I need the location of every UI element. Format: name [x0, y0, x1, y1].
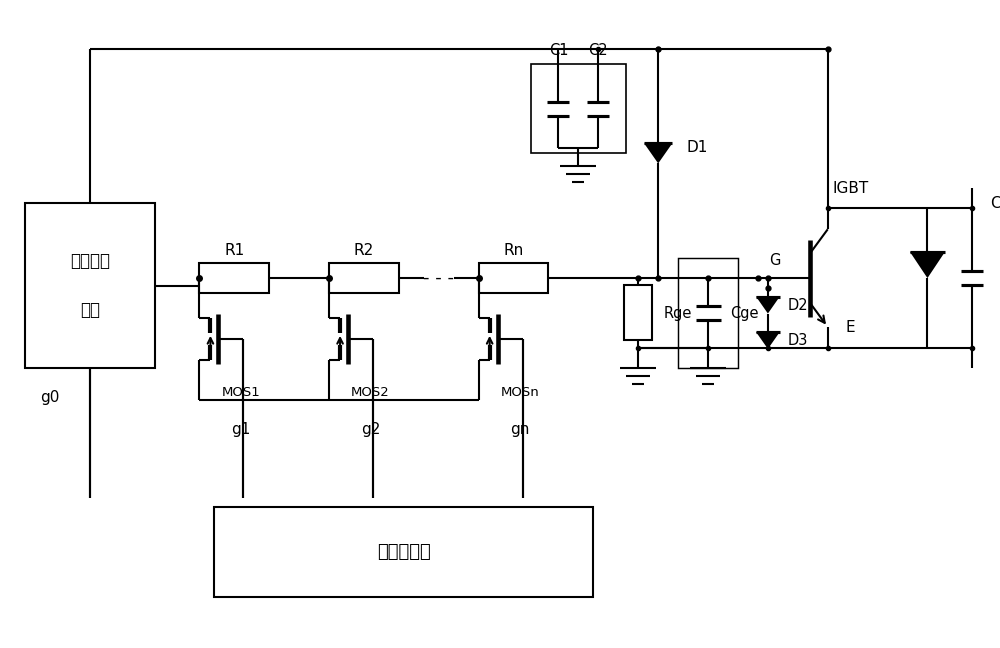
Bar: [214, 507, 593, 597]
Text: D1: D1: [686, 140, 707, 155]
Text: 电路: 电路: [80, 301, 100, 319]
Bar: [678, 258, 738, 368]
Text: Cge: Cge: [730, 305, 758, 321]
Text: MOSn: MOSn: [501, 386, 539, 399]
Bar: [25, 203, 155, 368]
Text: MOS1: MOS1: [221, 386, 260, 399]
Bar: [479, 263, 548, 293]
Text: Rge: Rge: [663, 305, 692, 321]
Polygon shape: [756, 332, 780, 349]
Polygon shape: [644, 143, 672, 163]
Text: R1: R1: [224, 243, 244, 258]
Text: E: E: [846, 321, 855, 336]
Polygon shape: [910, 252, 945, 278]
Bar: [624, 285, 652, 340]
Text: D3: D3: [788, 333, 808, 348]
Text: C2: C2: [589, 43, 608, 58]
Text: 驱动推挽: 驱动推挽: [70, 252, 110, 270]
Text: gn: gn: [511, 422, 530, 437]
Text: R2: R2: [354, 243, 374, 258]
Polygon shape: [756, 297, 780, 314]
Bar: [531, 64, 626, 154]
Text: 驱动控制器: 驱动控制器: [377, 544, 431, 561]
Bar: [199, 263, 269, 293]
Bar: [329, 263, 399, 293]
Text: D2: D2: [788, 297, 808, 312]
Text: g1: g1: [231, 422, 251, 437]
Text: g2: g2: [361, 422, 380, 437]
Text: IGBT: IGBT: [833, 181, 869, 196]
Text: MOS2: MOS2: [351, 386, 390, 399]
Text: C1: C1: [549, 43, 568, 58]
Text: - - -: - - -: [423, 269, 454, 287]
Text: g0: g0: [40, 390, 59, 405]
Text: C: C: [990, 196, 1000, 211]
Text: Rn: Rn: [503, 243, 524, 258]
Text: G: G: [769, 253, 781, 268]
